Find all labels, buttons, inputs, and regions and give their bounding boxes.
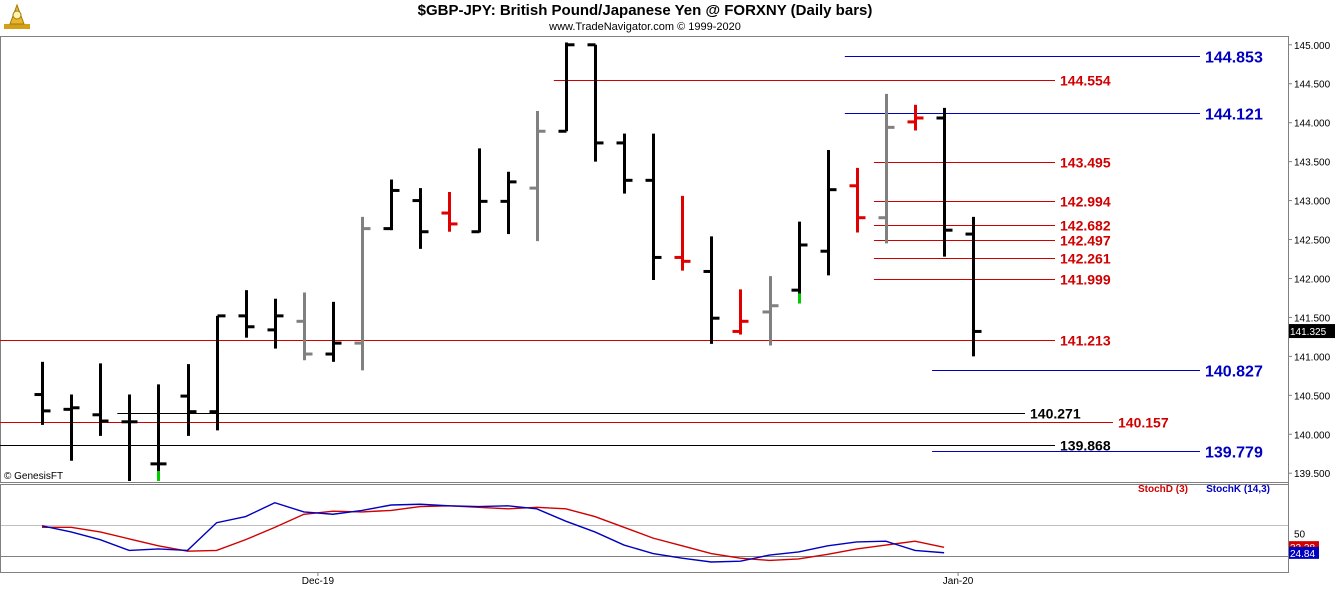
level-label: 142.497	[1060, 233, 1111, 249]
level-label: 142.261	[1060, 251, 1111, 267]
y-tick-label: 140.500	[1294, 391, 1331, 402]
x-tick-label: Dec-19	[302, 576, 335, 587]
y-tick-label: 139.500	[1294, 469, 1331, 480]
level-label: 144.121	[1205, 107, 1263, 124]
last-price-box	[1289, 324, 1335, 339]
chart-title: $GBP-JPY: British Pound/Japanese Yen @ F…	[417, 2, 873, 19]
level-label: 144.853	[1205, 50, 1263, 67]
level-label: 141.999	[1060, 272, 1111, 288]
level-label: 140.827	[1205, 364, 1263, 381]
level-label: 142.682	[1060, 218, 1111, 234]
y-tick-label: 142.500	[1294, 236, 1331, 247]
last-price-label: 141.325	[1290, 327, 1327, 338]
stoch-tick-label: 50	[1294, 530, 1306, 541]
stoch-d-line	[42, 505, 945, 562]
level-label: 139.779	[1205, 445, 1263, 462]
level-label: 139.868	[1060, 438, 1111, 454]
chart-subtitle: www.TradeNavigator.com © 1999-2020	[549, 21, 741, 33]
level-label: 144.554	[1060, 73, 1111, 89]
x-tick-label: Jan-20	[943, 576, 974, 587]
credit-label: © GenesisFT	[4, 471, 63, 482]
level-label: 140.157	[1118, 415, 1169, 431]
y-tick-label: 143.000	[1294, 197, 1331, 208]
stoch-panel-frame	[0, 484, 1289, 573]
y-tick-label: 145.000	[1294, 41, 1331, 52]
trade-navigator-logo	[4, 3, 30, 29]
y-tick-label: 144.000	[1294, 119, 1331, 130]
level-label: 143.495	[1060, 155, 1111, 171]
y-tick-label: 141.000	[1294, 352, 1331, 363]
y-tick-label: 143.500	[1294, 158, 1331, 169]
level-label: 140.271	[1030, 406, 1081, 422]
level-label: 141.213	[1060, 333, 1111, 349]
y-tick-label: 144.500	[1294, 80, 1331, 91]
main-panel-frame	[0, 36, 1289, 483]
stoch-d-legend: StochD (3)	[1138, 484, 1188, 495]
y-tick-label: 140.000	[1294, 430, 1331, 441]
stoch-last-label: 24.84	[1290, 549, 1315, 560]
stoch-k-legend: StochK (14,3)	[1206, 484, 1270, 495]
y-tick-label: 142.000	[1294, 274, 1331, 285]
stoch-k-line	[41, 501, 945, 563]
stoch-last-box	[1289, 546, 1319, 559]
level-label: 142.994	[1060, 194, 1111, 210]
y-tick-label: 141.500	[1294, 313, 1331, 324]
